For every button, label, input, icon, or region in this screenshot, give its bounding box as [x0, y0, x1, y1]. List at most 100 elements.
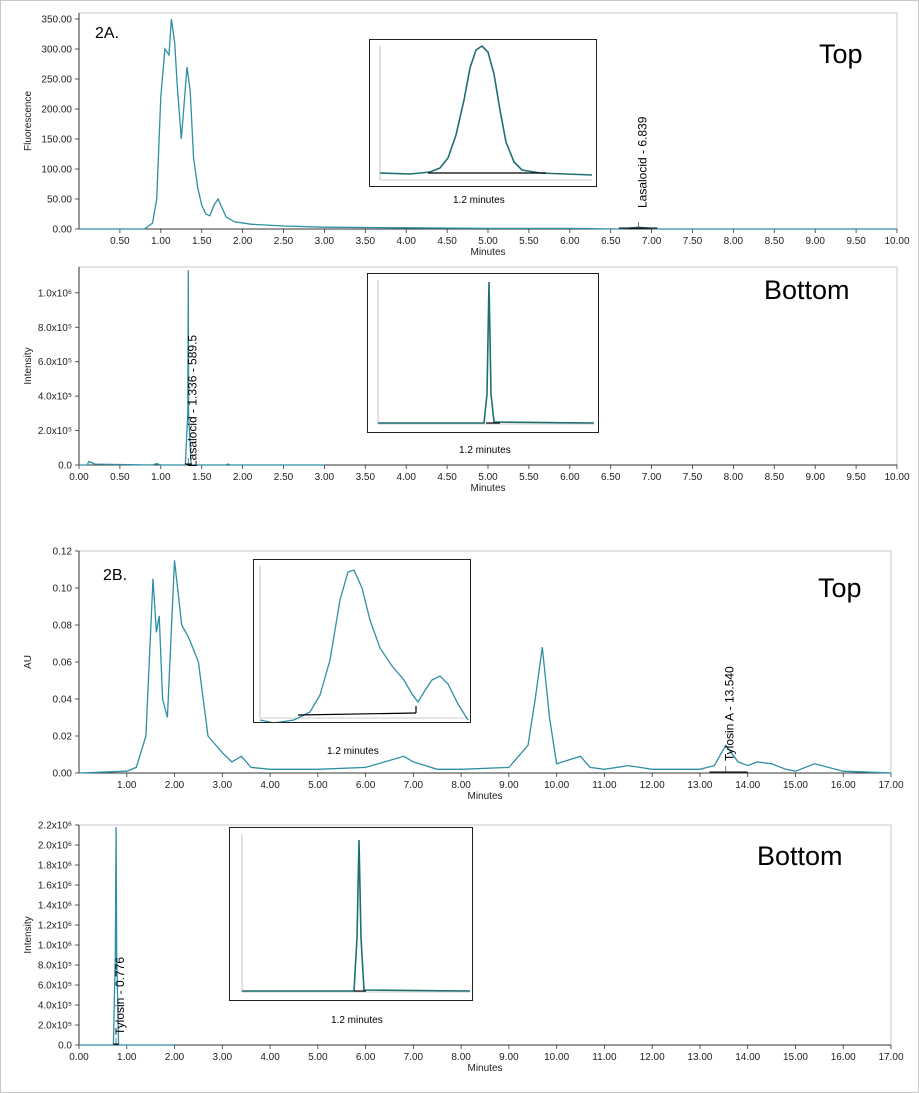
x-tick-label: 5.00: [478, 236, 498, 247]
inset-2a-bottom-trace: [378, 281, 595, 424]
x-tick-label: 13.00: [687, 1052, 712, 1063]
x-axis-title: Minutes: [467, 791, 502, 802]
inset-2b-bottom-plot: [241, 834, 471, 993]
x-tick-label: 6.50: [601, 472, 621, 483]
x-tick-label: 4.50: [437, 472, 457, 483]
corner-label-top-2b: Top: [818, 573, 862, 603]
x-tick-label: 8.50: [765, 472, 785, 483]
x-tick-label: 5.50: [519, 236, 539, 247]
y-tick-label: 1.6x10⁶: [38, 881, 72, 892]
y-tick-label: 150.00: [41, 135, 72, 146]
y-tick-label: 0.10: [53, 584, 73, 595]
x-tick-label: 3.00: [315, 236, 335, 247]
x-tick-label: 9.00: [805, 236, 825, 247]
x-tick-label: 14.00: [735, 1052, 760, 1063]
y-tick-label: 2.0x10⁶: [38, 841, 72, 852]
y-tick-label: 4.0x10⁵: [38, 392, 72, 403]
x-tick-label: 8.00: [451, 780, 471, 791]
x-tick-label: 3.50: [356, 236, 376, 247]
inset-2a-top-plot: [379, 44, 593, 181]
x-axis-title: Minutes: [470, 247, 505, 258]
y-tick-label: 250.00: [41, 75, 72, 86]
x-tick-label: 17.00: [878, 780, 903, 791]
x-tick-label: 3.00: [315, 472, 335, 483]
x-tick-label: 7.50: [683, 472, 703, 483]
x-tick-label: 16.00: [831, 1052, 856, 1063]
x-tick-label: 9.50: [846, 472, 866, 483]
inset-2b-top: [253, 559, 471, 724]
x-tick-label: 10.00: [544, 780, 569, 791]
y-tick-label: 50.00: [47, 195, 72, 206]
x-tick-label: 1.00: [151, 236, 171, 247]
x-tick-label: 13.00: [687, 780, 712, 791]
y-tick-label: 100.00: [41, 165, 72, 176]
x-tick-label: 9.00: [499, 1052, 519, 1063]
chart-2a-bottom: 0.00 0.50 1.00 1.50 2.00 2.50 3.00 3.50 4.00 4.50…: [23, 266, 910, 494]
x-tick-label: 3.50: [356, 472, 376, 483]
x-tick-label: 4.00: [396, 472, 416, 483]
y-tick-label: 0.00: [53, 225, 73, 236]
x-axis-title: Minutes: [470, 483, 505, 494]
x-tick-label: 3.00: [213, 780, 233, 791]
x-tick-label: 0.00: [69, 472, 89, 483]
x-tick-label: 8.00: [724, 236, 744, 247]
x-tick-label: 3.00: [213, 1052, 233, 1063]
x-tick-label: 7.50: [683, 236, 703, 247]
x-tick-label: 2.50: [274, 236, 294, 247]
x-tick-label: 1.00: [117, 780, 137, 791]
x-tick-label: 6.00: [560, 472, 580, 483]
y-tick-label: 0.04: [53, 695, 73, 706]
x-tick-label: 14.00: [735, 780, 760, 791]
peak-annotation-label: Tylosin A - 13.540: [723, 666, 737, 761]
x-tick-label: 4.00: [260, 780, 280, 791]
y-tick-label: 2.0x10⁵: [38, 1021, 72, 1032]
inset-caption-2a-bottom: 1.2 minutes: [459, 445, 511, 456]
x-axis-title: Minutes: [467, 1063, 502, 1074]
corner-label-top-2a: Top: [819, 39, 863, 69]
x-tick-label: 17.00: [878, 1052, 903, 1063]
x-tick-label: 0.50: [110, 472, 130, 483]
panel-label-2b: 2B.: [103, 567, 128, 584]
series-line-intensity: [79, 826, 175, 1046]
x-tick-label: 9.50: [846, 236, 866, 247]
inset-2b-bottom: [229, 827, 473, 1001]
y-tick-label: 8.0x10⁵: [38, 323, 72, 334]
y-tick-label: 1.0x10⁶: [38, 288, 72, 299]
x-tick-label: 0.50: [110, 236, 130, 247]
y-tick-label: 0.08: [53, 621, 73, 632]
x-tick-label: 15.00: [783, 1052, 808, 1063]
x-tick-label: 6.00: [356, 1052, 376, 1063]
x-tick-label: 4.00: [260, 1052, 280, 1063]
y-axis-title: Intensity: [23, 916, 34, 953]
x-tick-label: 7.00: [642, 236, 662, 247]
chart-2a-top: 0.50 1.00 1.50 2.00 2.50 3.00 3.50 4.00 4.50 5.00…: [23, 12, 910, 258]
x-tick-label: 5.00: [308, 1052, 328, 1063]
inset-2a-top: [369, 39, 597, 187]
y-tick-label: 6.0x10⁵: [38, 357, 72, 368]
x-tick-label: 5.00: [308, 780, 328, 791]
x-tick-label: 6.50: [601, 236, 621, 247]
y-axis-title: Intensity: [23, 347, 34, 384]
y-tick-label: 1.4x10⁶: [38, 901, 72, 912]
inset-caption-2b-top: 1.2 minutes: [327, 746, 379, 757]
x-tick-label: 10.00: [544, 1052, 569, 1063]
y-tick-label: 2.0x10⁵: [38, 426, 72, 437]
chart-2b-bottom: 0.00 1.00 2.00 3.00 4.00 5.00 6.00 7.00 8.00 9.00…: [23, 821, 904, 1075]
x-tick-label: 11.00: [592, 1052, 617, 1063]
x-tick-label: 4.50: [437, 236, 457, 247]
y-tick-label: 300.00: [41, 45, 72, 56]
x-tick-label: 1.00: [117, 1052, 137, 1063]
y-tick-label: 200.00: [41, 105, 72, 116]
x-tick-label: 16.00: [831, 780, 856, 791]
x-tick-label: 7.00: [404, 780, 424, 791]
y-axis-title: Fluorescence: [23, 91, 34, 151]
x-tick-label: 8.50: [765, 236, 785, 247]
inset-2a-top-trace: [379, 44, 593, 176]
x-tick-label: 10.00: [884, 472, 909, 483]
inset-2b-bottom-trace: [242, 839, 471, 992]
y-tick-label: 1.8x10⁶: [38, 861, 72, 872]
y-tick-label: 0.02: [53, 732, 73, 743]
x-tick-label: 6.00: [356, 780, 376, 791]
x-tick-label: 12.00: [640, 1052, 665, 1063]
